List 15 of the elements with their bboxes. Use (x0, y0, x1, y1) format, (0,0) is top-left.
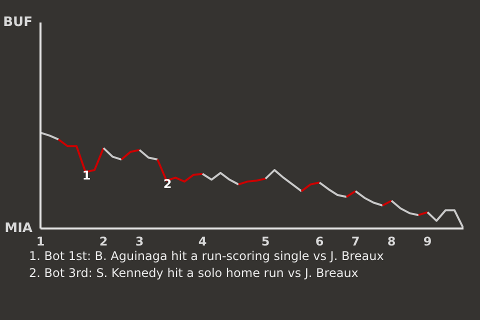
x-tick-label: 1 (36, 234, 45, 248)
x-tick-label: 6 (315, 234, 324, 248)
annotation: 1 (82, 168, 91, 182)
x-tick-label: 9 (423, 234, 432, 248)
x-tick-label: 7 (351, 234, 360, 248)
x-tick-label: 5 (261, 234, 270, 248)
x-tick-label: 4 (198, 234, 207, 248)
text: 2. Bot 3rd: S. Kennedy hit a solo home run vs J. Breaux (29, 265, 360, 282)
x-tick-label: 2 (99, 234, 108, 248)
x-tick-label: 3 (135, 234, 144, 248)
text: MIA (4, 221, 33, 236)
x-tick-label: 8 (387, 234, 396, 248)
annotation: 2 (163, 177, 172, 192)
text: BUF (3, 15, 33, 30)
text: 1. Bot 1st: B. Aguinaga hit a run-scoring single vs J. Breaux (29, 248, 384, 265)
